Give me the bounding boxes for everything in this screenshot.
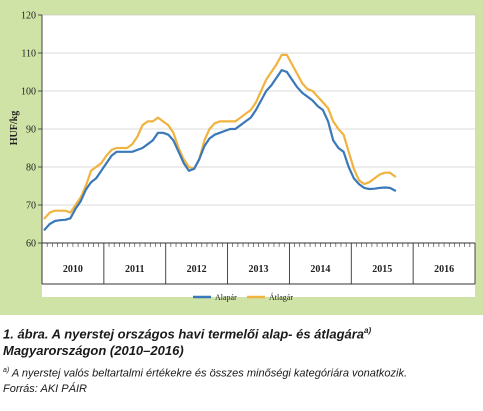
y-tick-labels: 60 70 80 90 100 110 120: [21, 11, 36, 250]
figure-caption: 1. ábra. A nyerstej országos havi termel…: [3, 322, 481, 397]
year-labels: 2010 2011 2012 2013 2014 2015 2016: [63, 264, 454, 275]
caption-source: Forrás: AKI PÁIR: [3, 382, 87, 395]
caption-footnote: a) A nyerstej valós beltartalmi értékekr…: [3, 363, 481, 382]
figure-label: 1. ábra.: [3, 326, 49, 342]
y-tick-label: 70: [26, 201, 36, 212]
year-label: 2016: [434, 264, 454, 275]
y-axis-label: HUF/kg: [9, 111, 20, 145]
caption-title-main: A nyerstej országos havi termelői alap- …: [51, 326, 365, 342]
series-lines: [43, 53, 397, 231]
year-label: 2012: [187, 264, 207, 275]
y-tick-label: 100: [21, 87, 36, 98]
axes: [38, 14, 476, 285]
caption-title: 1. ábra. A nyerstej országos havi termel…: [3, 322, 481, 359]
series-line-atlagar: [43, 53, 397, 220]
caption-title-line2: Magyarországon (2010–2016): [3, 343, 184, 359]
series-line-alapar: [43, 68, 397, 231]
y-tick-label: 120: [21, 11, 36, 22]
y-tick-label: 110: [21, 49, 36, 60]
year-label: 2015: [372, 264, 392, 275]
legend: Alapár Átlagár: [193, 292, 293, 302]
footnote-text: A nyerstej valós beltartalmi értékekre é…: [11, 367, 408, 380]
y-tick-label: 80: [26, 163, 36, 174]
legend-label-atlagar: Átlagár: [269, 292, 293, 302]
plot-area: [42, 15, 475, 297]
y-tick-label: 90: [26, 125, 36, 136]
year-label: 2013: [249, 264, 269, 275]
caption-title-footnote-marker: a): [364, 326, 372, 335]
year-label: 2014: [310, 264, 330, 275]
legend-label-alapar: Alapár: [215, 293, 237, 302]
chart-frame: 60 70 80 90 100 110 120 2010 2011 2012 2013 2014 20…: [0, 0, 483, 315]
year-label: 2011: [125, 264, 144, 275]
year-label: 2010: [63, 264, 83, 275]
y-tick-label: 60: [26, 239, 36, 250]
footnote-marker: a): [3, 367, 10, 375]
